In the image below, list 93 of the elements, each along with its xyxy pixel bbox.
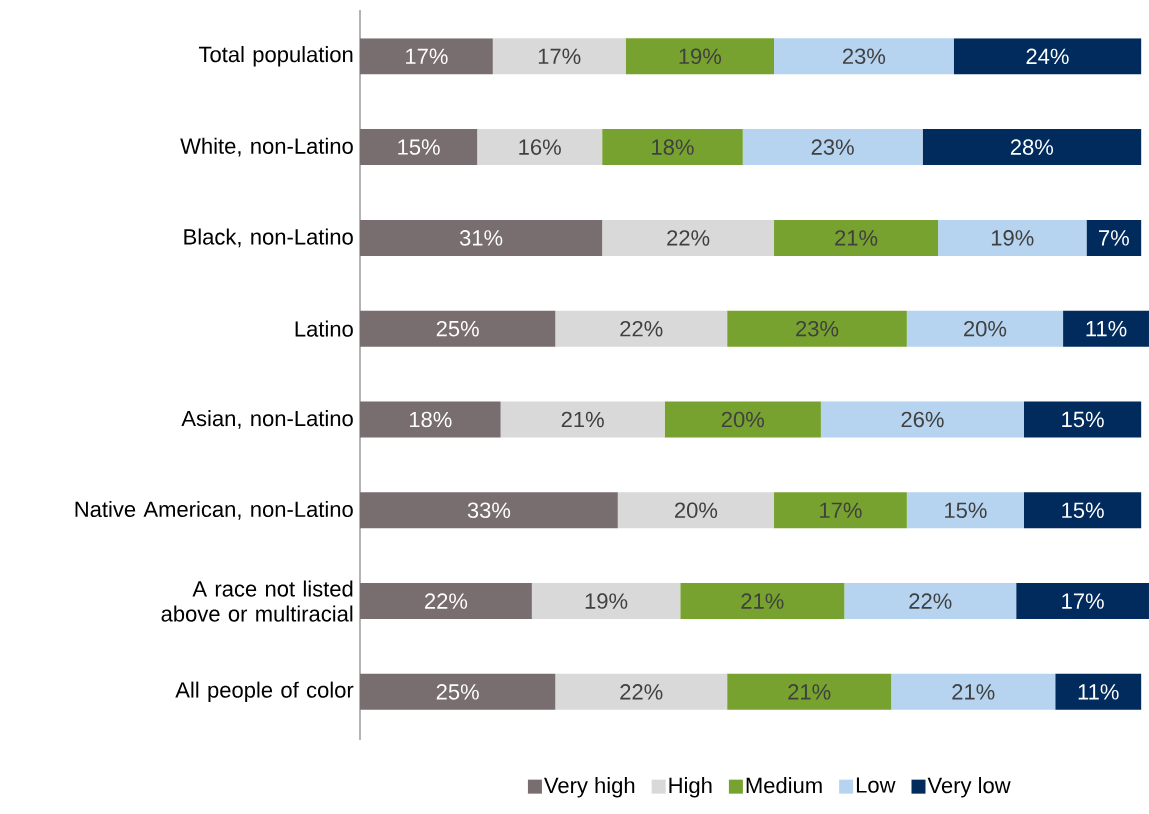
bar (360, 673, 556, 710)
data-label: 17% (1062, 593, 1104, 609)
y-tick-label: White, non-Latino (180, 137, 353, 157)
bar (727, 310, 907, 347)
bar (1086, 219, 1142, 256)
data-label: 25% (436, 320, 479, 337)
bar (906, 492, 1025, 529)
bar (953, 38, 1142, 75)
y-tick-label: Asian, non-Latino (181, 410, 353, 429)
data-label: 26% (901, 411, 944, 428)
data-label: 21% (835, 230, 878, 246)
bar (531, 583, 681, 620)
data-label: 19% (679, 48, 722, 65)
data-label: 20% (721, 411, 765, 428)
data-label: 15% (945, 502, 987, 519)
data-label: 17% (406, 48, 448, 64)
bar (602, 219, 775, 256)
data-label: 15% (1062, 502, 1104, 519)
data-label: 17% (820, 502, 862, 518)
bar (774, 492, 907, 529)
data-label: 31% (459, 230, 503, 246)
data-label: 21% (788, 684, 831, 700)
data-label: 28% (1010, 139, 1054, 155)
data-label: 7% (1099, 230, 1129, 246)
data-label: 19% (585, 593, 628, 609)
y-tick-label: Total population (198, 46, 353, 67)
data-label: 22% (667, 230, 710, 246)
data-label: 11% (1086, 320, 1127, 337)
y-tick-label: A race not listed above or multiracial (161, 580, 353, 622)
bar (820, 401, 1025, 438)
bar (742, 129, 923, 166)
data-label: 19% (991, 230, 1034, 246)
data-label: 21% (741, 593, 784, 609)
data-label: 17% (538, 48, 581, 64)
data-label: 21% (952, 684, 995, 700)
data-label: 18% (652, 139, 694, 155)
bar (727, 673, 892, 710)
data-label: 15% (1062, 411, 1104, 428)
bar (922, 129, 1142, 166)
data-label: 22% (620, 320, 663, 337)
data-label: 21% (561, 411, 604, 428)
y-tick-label: Latino (295, 320, 353, 337)
bar (360, 129, 478, 166)
bar (360, 401, 501, 438)
bar (360, 583, 532, 620)
data-label: 22% (620, 684, 663, 700)
data-label: 20% (964, 320, 1007, 337)
bar (360, 492, 618, 529)
bar (360, 38, 493, 75)
bar (774, 38, 954, 75)
bar (360, 310, 556, 347)
bar (602, 129, 743, 166)
bar (844, 583, 1017, 620)
legend-label: High (669, 777, 712, 798)
data-label: 15% (398, 139, 440, 155)
bar (680, 583, 845, 620)
bar (555, 673, 728, 710)
data-label: 16% (519, 139, 561, 155)
data-label: 22% (425, 593, 468, 609)
legend-label: Very low (927, 777, 1011, 798)
data-label: 20% (675, 502, 718, 519)
legend-label: Low (856, 777, 896, 793)
y-tick-label: All people of color (175, 681, 354, 703)
bar (938, 219, 1087, 256)
bar (555, 310, 728, 347)
bar (774, 219, 939, 256)
bar (891, 673, 1056, 710)
data-label: 25% (436, 684, 479, 700)
bar (477, 129, 603, 166)
bar (617, 492, 775, 529)
bar (625, 38, 775, 75)
bar (1063, 310, 1149, 347)
data-label: 23% (796, 320, 839, 337)
data-label: 22% (909, 593, 952, 609)
data-label: 33% (467, 502, 511, 519)
bar (360, 219, 603, 256)
data-label: 11% (1078, 684, 1119, 700)
bar (1016, 583, 1149, 620)
bar (1055, 673, 1142, 710)
data-label: 23% (842, 48, 886, 65)
legend-label: Medium (746, 777, 822, 794)
bar (1024, 492, 1142, 529)
bar (664, 401, 821, 438)
bar (492, 38, 626, 75)
data-label: 18% (409, 411, 452, 428)
data-label: 24% (1026, 48, 1069, 65)
y-tick-label: Black, non-Latino (184, 228, 353, 248)
bar (1024, 401, 1142, 438)
legend-label: Very high (544, 777, 635, 798)
data-label: 23% (811, 139, 854, 155)
bar (500, 401, 665, 438)
bar (906, 310, 1064, 347)
y-tick-label: Native American, non-Latino (75, 500, 353, 520)
